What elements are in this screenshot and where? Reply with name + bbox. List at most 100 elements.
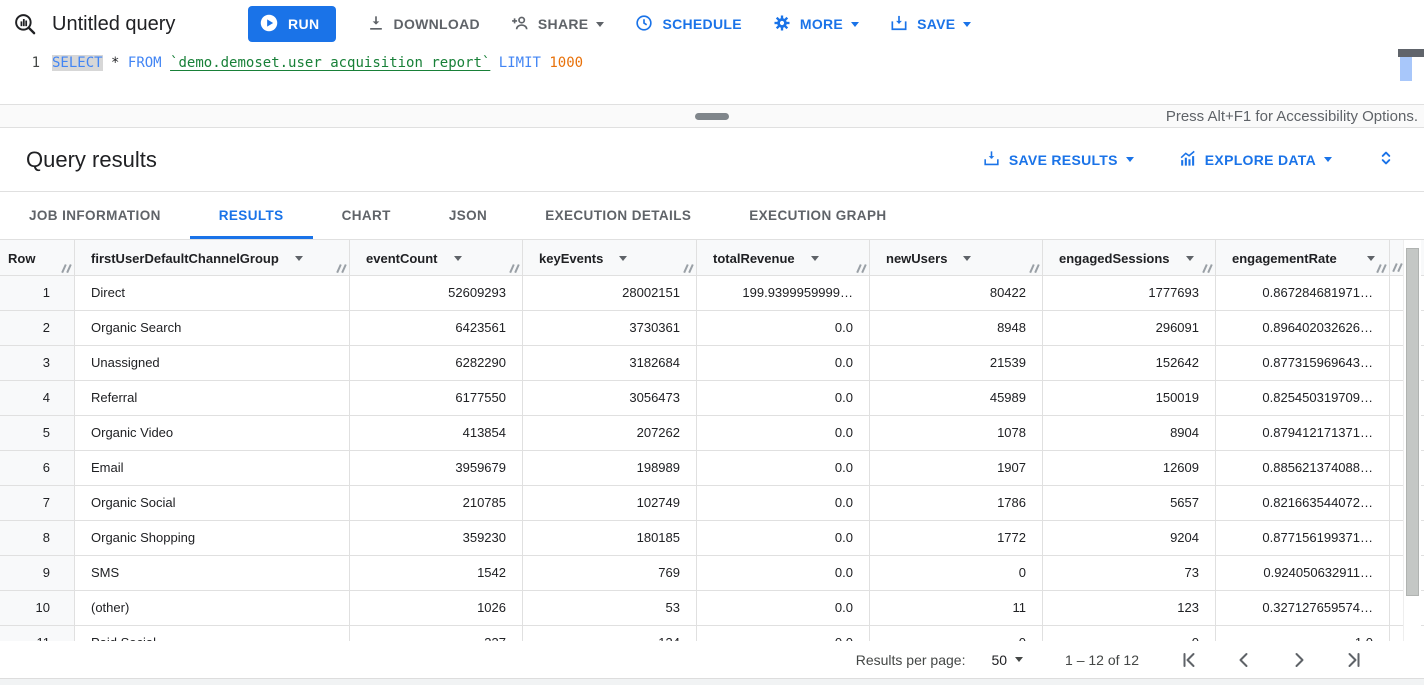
column-header-newUsers[interactable]: newUsers xyxy=(870,240,1043,276)
column-header-engagementRate[interactable]: engagementRate xyxy=(1216,240,1390,276)
column-menu-caret-icon[interactable] xyxy=(453,255,462,261)
previous-page-button[interactable] xyxy=(1232,648,1256,672)
column-label: eventCount xyxy=(366,250,438,266)
column-header-keyEvents[interactable]: keyEvents xyxy=(523,240,697,276)
share-button[interactable]: SHARE xyxy=(510,13,605,36)
chevron-down-icon xyxy=(963,21,972,27)
data-cell: 6282290 xyxy=(350,346,523,380)
editor-scrollbar-thumb[interactable] xyxy=(1400,57,1412,81)
data-cell: 1907 xyxy=(870,451,1043,485)
data-cell: 150019 xyxy=(1043,381,1216,415)
tab-execution-graph[interactable]: EXECUTION GRAPH xyxy=(749,208,887,223)
page-size-select[interactable]: 50 xyxy=(991,651,1024,668)
more-button[interactable]: MORE xyxy=(772,13,860,36)
data-cell: 80422 xyxy=(870,276,1043,310)
run-button[interactable]: RUN xyxy=(248,6,336,42)
data-cell: 12609 xyxy=(1043,451,1216,485)
column-resize-handle[interactable] xyxy=(336,263,347,274)
data-cell: 21539 xyxy=(870,346,1043,380)
handle-line xyxy=(66,264,72,273)
column-menu-caret-icon[interactable] xyxy=(810,255,819,261)
panel-drag-handle[interactable] xyxy=(695,113,729,120)
data-cell: 0.0 xyxy=(697,591,870,625)
next-page-button[interactable] xyxy=(1287,648,1311,672)
data-cell: 0.0 xyxy=(697,626,870,641)
data-cell: 8904 xyxy=(1043,416,1216,450)
data-cell: 0.0 xyxy=(697,521,870,555)
collapse-expand-button[interactable] xyxy=(1376,148,1396,171)
query-tab-title: Untitled query xyxy=(52,12,176,35)
data-cell: 73 xyxy=(1043,556,1216,590)
save-button[interactable]: SAVE xyxy=(889,13,972,36)
table-scrollbar-thumb[interactable] xyxy=(1406,248,1419,596)
table-row: 10 (other) 1026 53 0.0 11 123 0.327127659574… xyxy=(0,591,1424,626)
page-range-label: 1 – 12 of 12 xyxy=(1065,651,1139,668)
data-cell: 52609293 xyxy=(350,276,523,310)
query-magnifier-icon xyxy=(12,11,38,37)
column-resize-handle[interactable] xyxy=(509,263,520,274)
page-size-value: 50 xyxy=(991,651,1008,668)
column-label: newUsers xyxy=(886,250,948,266)
column-header-eventCount[interactable]: eventCount xyxy=(350,240,523,276)
column-header-totalRevenue[interactable]: totalRevenue xyxy=(697,240,870,276)
tab-results[interactable]: RESULTS xyxy=(190,192,313,239)
column-label: engagedSessions xyxy=(1059,250,1170,266)
column-menu-caret-icon[interactable] xyxy=(963,255,972,261)
data-cell: 0.0 xyxy=(697,416,870,450)
column-header-Row[interactable]: Row xyxy=(0,240,75,276)
explore-data-button[interactable]: EXPLORE DATA xyxy=(1178,149,1332,171)
data-cell: 0.0 xyxy=(697,556,870,590)
column-resize-handle[interactable] xyxy=(1029,263,1040,274)
explore-data-label: EXPLORE DATA xyxy=(1204,151,1316,168)
first-page-button[interactable] xyxy=(1177,648,1201,672)
data-cell: Paid Social xyxy=(75,626,350,641)
column-resize-handle[interactable] xyxy=(61,263,72,274)
save-results-label: SAVE RESULTS xyxy=(1008,151,1118,168)
tab-chart[interactable]: CHART xyxy=(341,208,391,223)
column-resize-handle[interactable] xyxy=(1202,263,1213,274)
data-cell: 1.0 xyxy=(1216,626,1390,641)
column-resize-handle[interactable] xyxy=(1392,262,1403,273)
data-cell: 9204 xyxy=(1043,521,1216,555)
data-cell: SMS xyxy=(75,556,350,590)
sql-code-line[interactable]: SELECT * FROM `demo.demoset.user_acquisi… xyxy=(52,48,1424,104)
column-resize-handle[interactable] xyxy=(683,263,694,274)
data-cell: 3730361 xyxy=(523,311,697,345)
table-scrollbar-track[interactable] xyxy=(1403,240,1421,641)
data-cell: 123 xyxy=(1043,591,1216,625)
table-row: 7 Organic Social 210785 102749 0.0 1786 5657 0.… xyxy=(0,486,1424,521)
data-cell: 207262 xyxy=(523,416,697,450)
data-cell: Email xyxy=(75,451,350,485)
sql-token: SELECT xyxy=(52,55,103,71)
schedule-button[interactable]: SCHEDULE xyxy=(634,13,742,36)
column-menu-caret-icon[interactable] xyxy=(1367,255,1375,261)
handle-line xyxy=(514,264,520,273)
data-cell: 1542 xyxy=(350,556,523,590)
data-cell: 0 xyxy=(1043,626,1216,641)
column-label: firstUserDefaultChannelGroup xyxy=(91,250,279,266)
row-number-cell: 7 xyxy=(0,486,75,520)
data-cell: 3056473 xyxy=(523,381,697,415)
data-cell: 0.0 xyxy=(697,381,870,415)
data-cell: 3182684 xyxy=(523,346,697,380)
save-results-icon xyxy=(982,149,1001,171)
results-tab-bar: JOB INFORMATION RESULTS CHART JSON EXECUTION… xyxy=(0,192,1424,240)
column-resize-handle[interactable] xyxy=(1376,263,1387,274)
tab-execution-details[interactable]: EXECUTION DETAILS xyxy=(545,208,692,223)
save-results-button[interactable]: SAVE RESULTS xyxy=(982,149,1134,171)
data-cell: 3959679 xyxy=(350,451,523,485)
data-cell: 1078 xyxy=(870,416,1043,450)
tab-json[interactable]: JSON xyxy=(448,208,488,223)
column-menu-caret-icon[interactable] xyxy=(294,255,303,261)
data-cell: 413854 xyxy=(350,416,523,450)
download-button[interactable]: DOWNLOAD xyxy=(366,13,480,36)
column-label: keyEvents xyxy=(539,250,604,266)
column-menu-caret-icon[interactable] xyxy=(1185,255,1194,261)
column-header-firstUserDefaultChannelGroup[interactable]: firstUserDefaultChannelGroup xyxy=(75,240,350,276)
column-resize-handle[interactable] xyxy=(856,263,867,274)
tab-job-information[interactable]: JOB INFORMATION xyxy=(29,208,161,223)
data-cell: 6177550 xyxy=(350,381,523,415)
column-menu-caret-icon[interactable] xyxy=(619,255,628,261)
column-header-engagedSessions[interactable]: engagedSessions xyxy=(1043,240,1216,276)
last-page-button[interactable] xyxy=(1342,648,1366,672)
